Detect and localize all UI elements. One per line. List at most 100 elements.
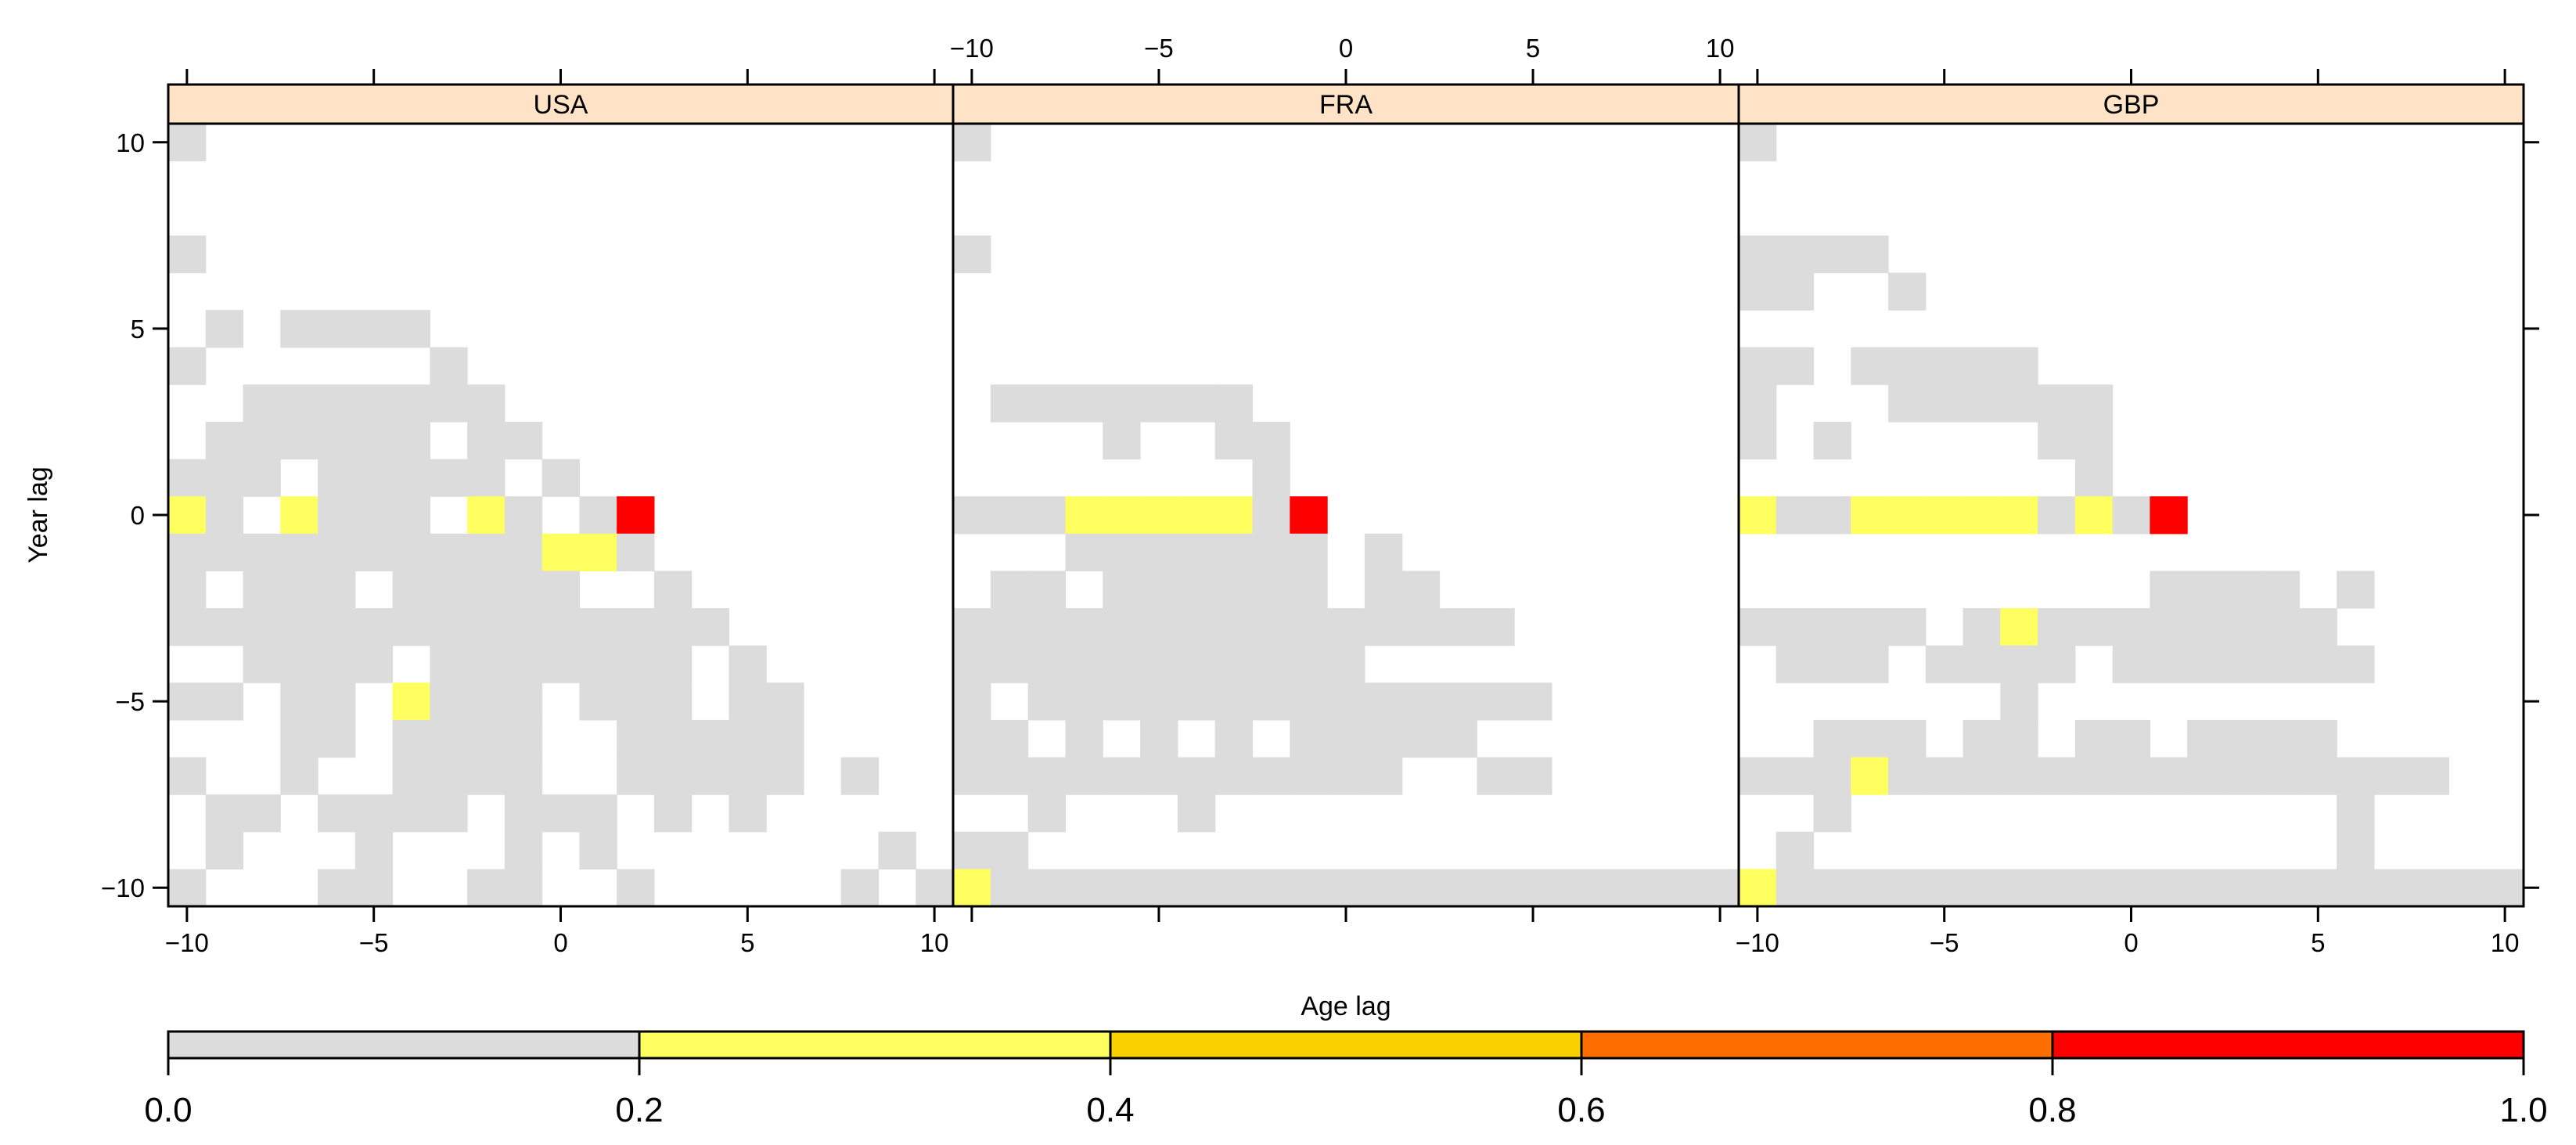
- heatmap-cell: [1477, 869, 1515, 907]
- heatmap-cell: [1327, 869, 1365, 907]
- heatmap-cell: [467, 496, 505, 535]
- heatmap-cell: [1364, 608, 1403, 646]
- heatmap-cell: [1739, 272, 1777, 311]
- heatmap-cell: [2337, 645, 2375, 683]
- heatmap-cell: [1439, 608, 1477, 646]
- heatmap-cell: [2299, 608, 2337, 646]
- heatmap-cell: [1290, 757, 1328, 795]
- x-tick-label-top: −5: [1144, 34, 1174, 63]
- heatmap-cell: [504, 645, 543, 683]
- heatmap-cell: [1813, 235, 1851, 274]
- heatmap-cell: [1477, 608, 1515, 646]
- heatmap-cell: [1851, 347, 1889, 385]
- heatmap-cell: [1177, 384, 1216, 423]
- heatmap-cell: [318, 608, 356, 646]
- heatmap-cell: [653, 682, 693, 721]
- heatmap-cell: [2337, 831, 2375, 870]
- color-key-label: 0.6: [1557, 1091, 1605, 1129]
- heatmap-cell: [243, 421, 281, 460]
- heatmap-cell: [1214, 757, 1254, 795]
- heatmap-cell: [504, 794, 543, 833]
- heatmap-cell: [205, 682, 244, 721]
- heatmap-cell: [729, 682, 767, 721]
- heatmap-cell: [1851, 757, 1889, 795]
- heatmap-cell: [1888, 608, 1927, 646]
- heatmap-cell: [729, 645, 767, 683]
- heatmap-cell: [354, 310, 394, 348]
- heatmap-cell: [1813, 608, 1851, 646]
- heatmap-cell: [617, 608, 655, 646]
- heatmap-cell: [1813, 496, 1851, 535]
- heatmap-cell: [2038, 421, 2076, 460]
- heatmap-cell: [953, 869, 991, 907]
- heatmap-cell: [168, 869, 207, 907]
- heatmap-cell: [617, 496, 655, 535]
- heatmap-cell: [1813, 794, 1851, 833]
- x-tick-label: −5: [359, 928, 389, 957]
- heatmap-cell: [1925, 869, 1964, 907]
- heatmap-cell: [2038, 645, 2076, 683]
- heatmap-cell: [541, 533, 580, 572]
- color-key-bin: [2051, 1030, 2525, 1060]
- heatmap-cell: [1888, 757, 1927, 795]
- heatmap-cell: [1813, 421, 1851, 460]
- heatmap-cell: [953, 831, 991, 870]
- heatmap-cell: [392, 384, 430, 423]
- heatmap-cell: [541, 608, 580, 646]
- heatmap-cell: [1140, 608, 1178, 646]
- heatmap-cell: [2224, 571, 2263, 609]
- heatmap-cell: [766, 757, 804, 795]
- heatmap-cell: [2000, 645, 2038, 683]
- heatmap-cell: [168, 347, 207, 385]
- heatmap-cell: [1290, 608, 1328, 646]
- heatmap-cell: [1103, 869, 1141, 907]
- heatmap-cell: [2373, 869, 2412, 907]
- heatmap-cell: [243, 608, 281, 646]
- heatmap-cell: [1775, 347, 1815, 385]
- heatmap-cell: [1888, 869, 1927, 907]
- heatmap-cell: [1925, 347, 1964, 385]
- heatmap-cell: [2150, 869, 2188, 907]
- heatmap-cell: [205, 421, 244, 460]
- heatmap-cell: [2074, 757, 2114, 795]
- heatmap-cell: [1813, 757, 1851, 795]
- strip-usa: [167, 83, 955, 125]
- strip-label: USA: [534, 90, 588, 120]
- heatmap-cell: [2187, 645, 2225, 683]
- heatmap-cell: [1626, 869, 1664, 907]
- heatmap-cell: [2337, 794, 2375, 833]
- heatmap-cell: [1103, 496, 1141, 535]
- x-tick-label: −10: [1736, 928, 1779, 957]
- heatmap-cell: [392, 310, 430, 348]
- heatmap-cell: [1177, 869, 1216, 907]
- heatmap-cell: [280, 645, 318, 683]
- heatmap-cell: [1775, 831, 1815, 870]
- heatmap-cell: [2448, 869, 2487, 907]
- heatmap-cell: [430, 459, 468, 497]
- heatmap-cell: [280, 421, 318, 460]
- heatmap-cell: [2411, 869, 2450, 907]
- heatmap-cell: [1739, 124, 1777, 162]
- heatmap-cell: [1963, 496, 2001, 535]
- heatmap-cell: [205, 831, 244, 870]
- heatmap-cell: [953, 682, 991, 721]
- heatmap-cell: [1401, 869, 1441, 907]
- heatmap-cell: [1439, 719, 1477, 758]
- heatmap-cell: [1177, 571, 1216, 609]
- heatmap-cell: [2074, 719, 2114, 758]
- x-tick-label: −5: [1930, 928, 1959, 957]
- heatmap-cell: [1214, 608, 1254, 646]
- y-tick-label: 5: [131, 315, 145, 344]
- heatmap-cell: [1103, 682, 1141, 721]
- heatmap-cell: [1103, 757, 1141, 795]
- heatmap-cell: [318, 794, 356, 833]
- heatmap-cell: [1963, 757, 2001, 795]
- heatmap-cell: [1214, 571, 1254, 609]
- heatmap-cell: [2261, 757, 2301, 795]
- heatmap-cell: [1963, 645, 2001, 683]
- heatmap-cell: [504, 421, 543, 460]
- heatmap-cell: [1214, 421, 1254, 460]
- heatmap-cell: [467, 608, 505, 646]
- heatmap-cell: [1327, 719, 1365, 758]
- heatmap-cell: [617, 719, 655, 758]
